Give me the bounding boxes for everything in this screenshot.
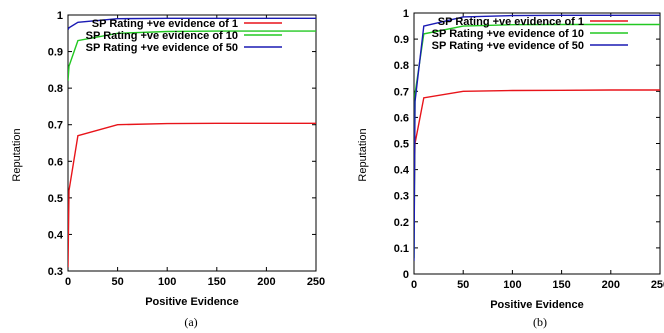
y-tick-label: 0.8 [48, 83, 63, 95]
plot-frame [413, 12, 661, 275]
y-tick-label: 0.1 [394, 243, 409, 255]
y-tick-label: 0.6 [48, 156, 63, 168]
y-tick-label: 0.3 [48, 266, 63, 278]
panel-caption: (a) [184, 315, 197, 329]
legend-label-2: SP Rating +ve evidence of 10 [86, 30, 238, 42]
x-tick-label: 250 [651, 279, 664, 291]
plot-frame [67, 14, 317, 272]
y-tick-label: 0.6 [394, 112, 409, 124]
y-tick-label: 0.5 [48, 193, 63, 205]
legend-label-3: SP Rating +ve evidence of 50 [86, 42, 238, 54]
x-tick-label: 150 [552, 279, 570, 291]
x-tick-label: 100 [503, 279, 521, 291]
x-tick-label: 200 [257, 276, 275, 288]
y-tick-label: 0.3 [394, 191, 409, 203]
y-tick-label: 0.9 [48, 47, 63, 59]
series-line-1 [68, 122, 316, 268]
series-line-2 [68, 30, 316, 81]
x-axis-label: Positive Evidence [145, 296, 239, 308]
legend-label-3: SP Rating +ve evidence of 50 [432, 40, 584, 52]
x-axis-label: Positive Evidence [490, 299, 584, 311]
y-tick-label: 0.4 [48, 229, 64, 241]
y-axis-label: Reputation [357, 128, 369, 181]
x-tick-label: 0 [65, 276, 71, 288]
series-line-1 [414, 89, 660, 204]
x-tick-label: 200 [602, 279, 620, 291]
legend-label-1: SP Rating +ve evidence of 1 [438, 16, 584, 28]
y-tick-label: 0.9 [394, 34, 409, 46]
y-tick-label: 0.5 [394, 139, 409, 151]
y-axis-label: Reputation [11, 128, 23, 181]
x-tick-label: 100 [158, 276, 176, 288]
y-tick-label: 0.7 [394, 86, 409, 98]
series-line-2 [414, 23, 660, 259]
y-tick-label: 1 [57, 10, 63, 22]
y-tick-label: 0.2 [394, 217, 409, 229]
y-tick-label: 1 [403, 8, 409, 20]
y-tick-label: 0.7 [48, 120, 63, 132]
x-tick-label: 250 [307, 276, 325, 288]
legend-label-2: SP Rating +ve evidence of 10 [432, 28, 584, 40]
y-tick-label: 0.8 [394, 60, 409, 72]
x-tick-label: 150 [208, 276, 226, 288]
y-tick-label: 0 [403, 269, 409, 281]
legend-label-1: SP Rating +ve evidence of 1 [92, 18, 238, 30]
chart-panel-a: 0.3 0.4 0.5 0.6 0.7 0.8 0.9 1 0 50 100 150 200 250 Pos… [11, 10, 325, 329]
series-line-3 [414, 14, 660, 261]
x-tick-label: 50 [111, 276, 123, 288]
chart-panel-b: 0 0.1 0.2 0.3 0.4 0.5 0.6 0.7 0.8 0.9 1 0 50 100 150 20… [357, 8, 664, 329]
x-tick-label: 0 [411, 279, 417, 291]
series-line-3 [68, 17, 316, 30]
y-tick-label: 0.4 [394, 165, 410, 177]
panel-caption: (b) [533, 315, 547, 329]
x-tick-label: 50 [457, 279, 469, 291]
